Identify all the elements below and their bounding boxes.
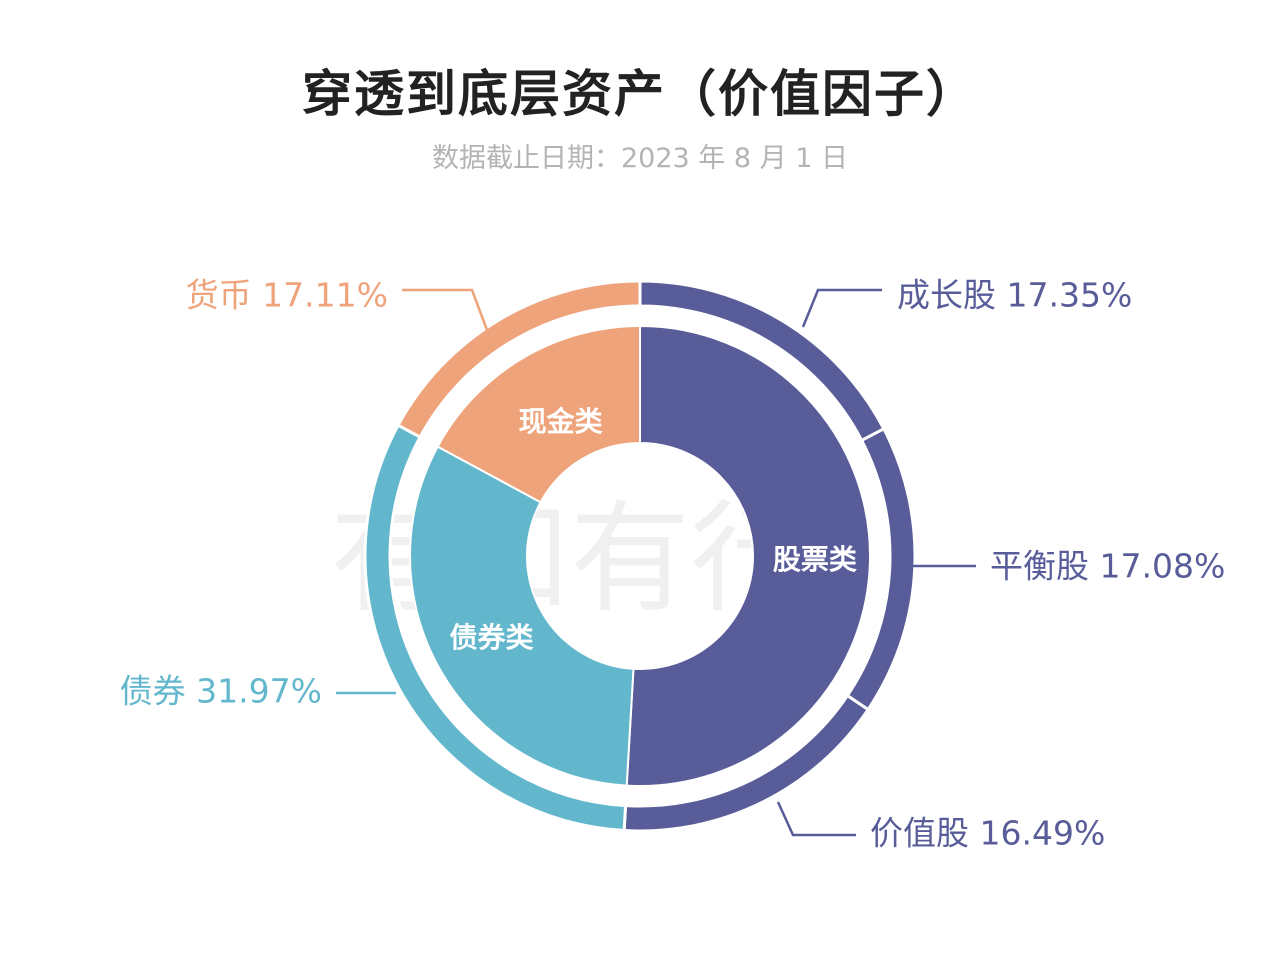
chart-subtitle: 数据截止日期：2023 年 8 月 1 日 xyxy=(432,143,848,174)
inner-slice-label-1: 债券类 xyxy=(450,621,534,654)
outer-slice-label-0: 成长股 17.35% xyxy=(897,276,1132,315)
outer-ring xyxy=(363,279,917,833)
outer-slice-4 xyxy=(396,279,642,440)
chart-title: 穿透到底层资产（价值因子） xyxy=(302,65,978,123)
outer-slice-label-1: 平衡股 17.08% xyxy=(990,547,1225,586)
inner-slice-0 xyxy=(625,324,871,787)
outer-slice-label-3: 债券 31.97% xyxy=(120,672,322,711)
outer-labels: 成长股 17.35% 平衡股 17.08% 价值股 16.49% 债券 31.97% 货… xyxy=(120,276,1226,853)
inner-slice-1 xyxy=(409,445,635,787)
leader-lines xyxy=(336,288,976,837)
outer-slice-label-4: 货币 17.11% xyxy=(186,276,388,315)
inner-slice-label-0: 股票类 xyxy=(773,543,857,576)
leader-line-2 xyxy=(776,801,856,837)
leader-line-4 xyxy=(402,288,489,331)
inner-slice-label-2: 现金类 xyxy=(519,405,603,438)
leader-line-0 xyxy=(801,288,882,328)
watermark: 有知有行 xyxy=(330,490,810,629)
outer-slice-label-2: 价值股 16.49% xyxy=(870,814,1105,853)
inner-ring xyxy=(409,324,871,787)
inner-slice-2 xyxy=(436,324,641,504)
